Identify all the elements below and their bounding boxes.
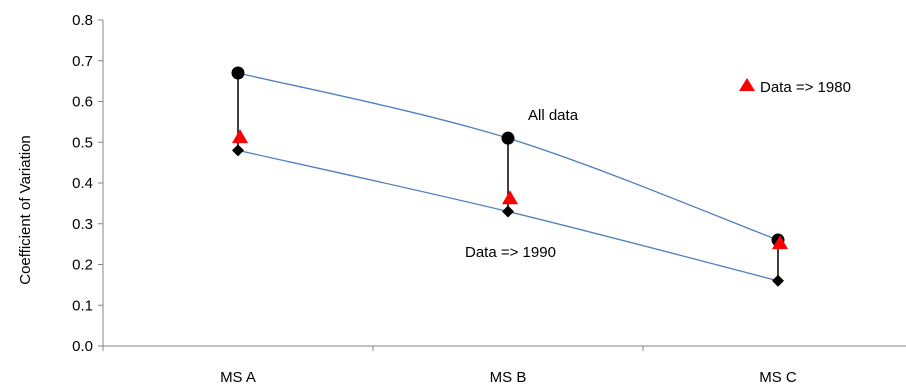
x-tick-label: MS C — [759, 369, 797, 386]
y-tick-label: 0.3 — [72, 216, 93, 233]
marker-circle-all — [501, 131, 515, 145]
annotation-all-data: All data — [528, 107, 579, 124]
y-axis-label: Coefficient of Variation — [17, 135, 34, 285]
x-tick-label: MS B — [490, 369, 527, 386]
marker-circle-all — [231, 66, 245, 80]
marker-diamond-1990 — [772, 274, 784, 287]
y-tick-label: 0.2 — [72, 257, 93, 274]
x-tick-label: MS A — [220, 369, 256, 386]
marker-triangle-1980 — [232, 129, 248, 144]
y-tick-label: 0.4 — [72, 175, 93, 192]
marker-triangle-1980 — [502, 190, 518, 205]
axes-group: 0.0 0.1 0.2 0.3 0.4 0.5 0.6 0.7 0.8 MS A MS B MS C — [72, 12, 906, 386]
legend-triangle-marker — [739, 78, 755, 91]
markers-group — [231, 66, 788, 287]
annotation-data-1990: Data => 1990 — [465, 244, 556, 261]
y-tick-label: 0.8 — [72, 12, 93, 29]
legend-label-1980: Data => 1980 — [760, 79, 851, 96]
y-tick-label: 0.0 — [72, 338, 93, 355]
y-tick-label: 0.1 — [72, 297, 93, 314]
marker-triangle-1980 — [772, 235, 788, 250]
labels-group: Coefficient of Variation All data Data =… — [17, 78, 851, 285]
y-tick-label: 0.6 — [72, 94, 93, 111]
marker-diamond-1990 — [502, 205, 514, 218]
y-tick-label: 0.5 — [72, 134, 93, 151]
y-tick-label: 0.7 — [72, 53, 93, 70]
marker-diamond-1990 — [232, 144, 244, 157]
